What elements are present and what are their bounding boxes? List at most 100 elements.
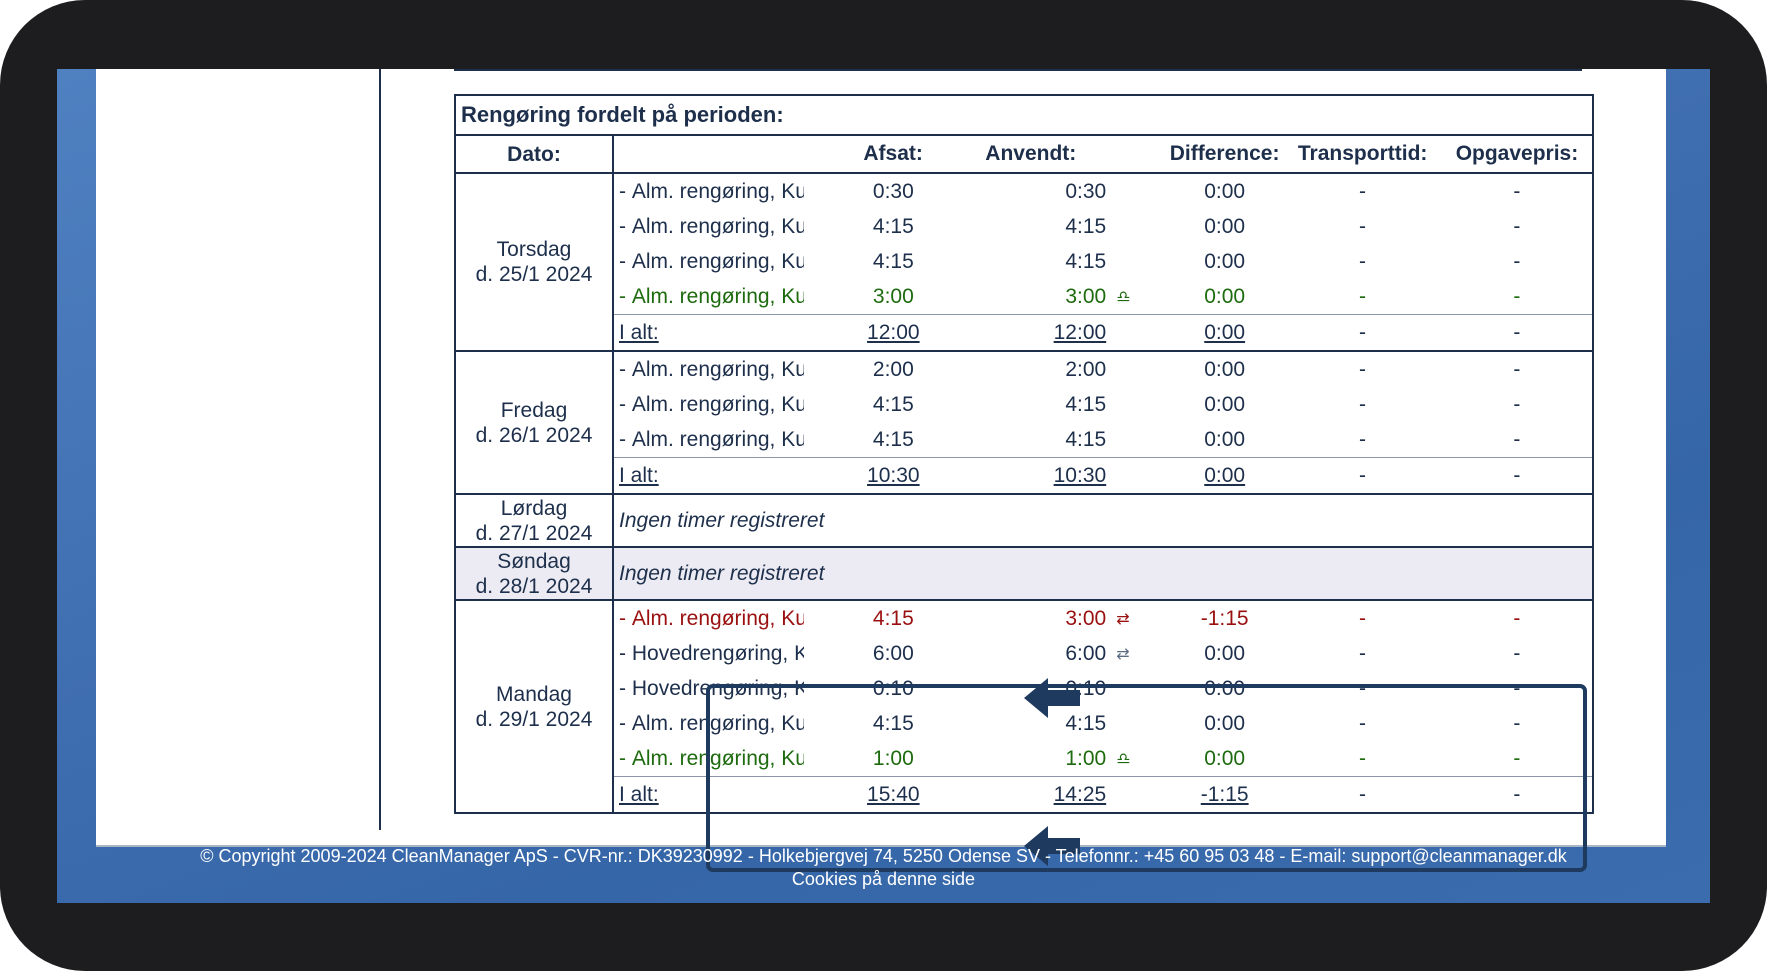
total-afsat[interactable]: 15:40 bbox=[830, 776, 957, 812]
total-afsat[interactable]: 10:30 bbox=[830, 457, 957, 493]
total-difference[interactable]: -1:15 bbox=[1166, 776, 1284, 812]
top-rule bbox=[454, 69, 1582, 71]
header-afsat: Afsat: bbox=[863, 142, 923, 165]
afsat-value: 4:15 bbox=[872, 392, 914, 416]
task-name[interactable]: - Alm. rengøring, Ku bbox=[614, 174, 831, 209]
transport-value: - bbox=[1358, 641, 1366, 665]
total-label[interactable]: I alt: bbox=[614, 314, 831, 350]
day-name: Fredag bbox=[500, 398, 568, 422]
day-date: d. 25/1 2024 bbox=[475, 263, 593, 286]
total-difference[interactable]: 0:00 bbox=[1166, 314, 1284, 350]
total-difference[interactable]: 0:00 bbox=[1166, 457, 1284, 493]
total-anvendt-text[interactable]: 12:00 bbox=[1053, 320, 1107, 344]
task-name[interactable]: - Alm. rengøring, Ku bbox=[614, 741, 831, 777]
bullet-dash: - bbox=[619, 746, 626, 770]
bullet-dash: - bbox=[619, 606, 626, 630]
transport-value: - bbox=[1358, 676, 1366, 700]
footer: © Copyright 2009-2024 CleanManager ApS -… bbox=[57, 845, 1710, 891]
total-afsat-text[interactable]: 10:30 bbox=[867, 463, 920, 487]
total-anvendt[interactable]: 12:00 bbox=[956, 314, 1107, 350]
total-label-text[interactable]: I alt: bbox=[619, 463, 659, 487]
task-row: - Alm. rengøring, Ku 4:15 4:15 0:00 - - bbox=[614, 387, 1592, 422]
task-label[interactable]: Alm. rengøring, Ku bbox=[631, 746, 804, 770]
cleaning-report-table: Rengøring fordelt på perioden: Dato: Afs… bbox=[454, 94, 1594, 814]
total-row: I alt: 12:00 12:00 0:00 - - bbox=[614, 314, 1592, 350]
task-row: - Alm. rengøring, Ku 4:15 3:00 ⇄ -1:15 - - bbox=[614, 601, 1592, 636]
total-label[interactable]: I alt: bbox=[614, 776, 831, 812]
total-afsat[interactable]: 12:00 bbox=[830, 314, 957, 350]
afsat-value: 4:15 bbox=[872, 711, 914, 735]
anvendt-value: 1:00 bbox=[1065, 746, 1107, 770]
footer-cookies-link[interactable]: Cookies på denne side bbox=[791, 869, 976, 889]
task-name[interactable]: - Alm. rengøring, Ku bbox=[614, 387, 831, 422]
day-row: Fredag d. 26/1 2024- Alm. rengøring, Ku 2:… bbox=[454, 350, 1594, 495]
task-label[interactable]: Alm. rengøring, Ku bbox=[631, 249, 804, 273]
task-row: - Hovedrengøring, K 0:10 0:10 0:00 - - bbox=[614, 671, 1592, 706]
task-name[interactable]: - Alm. rengøring, Ku bbox=[614, 352, 831, 387]
task-name[interactable]: - Alm. rengøring, Ku bbox=[614, 279, 831, 315]
icon-slot bbox=[1106, 244, 1166, 279]
task-label[interactable]: Alm. rengøring, Ku bbox=[631, 392, 804, 416]
bullet-dash: - bbox=[619, 641, 626, 665]
task-label[interactable]: Alm. rengøring, Ku bbox=[631, 711, 804, 735]
total-anvendt-text[interactable]: 10:30 bbox=[1053, 463, 1107, 487]
header-transporttid: Transporttid: bbox=[1297, 142, 1428, 165]
total-afsat-text[interactable]: 12:00 bbox=[867, 320, 920, 344]
transport-value: - bbox=[1358, 214, 1366, 238]
task-label[interactable]: Alm. rengøring, Ku bbox=[631, 179, 804, 203]
no-hours-message: Ingen timer registreret bbox=[612, 493, 1594, 548]
price-value: - bbox=[1513, 427, 1521, 451]
day-date-cell: Torsdag d. 25/1 2024 bbox=[454, 172, 614, 352]
total-difference-text[interactable]: 0:00 bbox=[1204, 463, 1246, 487]
total-label-text[interactable]: I alt: bbox=[619, 782, 659, 806]
browser-viewport: Rengøring fordelt på perioden: Dato: Afs… bbox=[57, 69, 1710, 903]
task-name[interactable]: - Alm. rengøring, Ku bbox=[614, 706, 831, 741]
task-name[interactable]: - Hovedrengøring, K bbox=[614, 636, 831, 671]
task-name[interactable]: - Alm. rengøring, Ku bbox=[614, 422, 831, 458]
icon-slot bbox=[1106, 209, 1166, 244]
transport-value: - bbox=[1358, 249, 1366, 273]
task-label[interactable]: Alm. rengøring, Ku bbox=[631, 606, 804, 630]
total-difference-text[interactable]: -1:15 bbox=[1200, 782, 1249, 806]
task-label[interactable]: Hovedrengøring, K bbox=[631, 676, 804, 700]
bullet-dash: - bbox=[619, 179, 626, 203]
transport-value: - bbox=[1358, 746, 1366, 770]
total-anvendt[interactable]: 10:30 bbox=[956, 457, 1107, 493]
anvendt-value: 0:10 bbox=[1065, 676, 1107, 700]
task-name[interactable]: - Hovedrengøring, K bbox=[614, 671, 831, 706]
bullet-dash: - bbox=[619, 357, 626, 381]
total-price-text: - bbox=[1513, 320, 1521, 344]
task-name[interactable]: - Alm. rengøring, Ku bbox=[614, 209, 831, 244]
task-label[interactable]: Alm. rengøring, Ku bbox=[631, 214, 804, 238]
total-difference-text[interactable]: 0:00 bbox=[1204, 320, 1246, 344]
price-value: - bbox=[1513, 641, 1521, 665]
difference-value: 0:00 bbox=[1204, 746, 1246, 770]
total-label-text[interactable]: I alt: bbox=[619, 320, 659, 344]
total-anvendt-text[interactable]: 14:25 bbox=[1053, 782, 1107, 806]
task-name[interactable]: - Alm. rengøring, Ku bbox=[614, 601, 831, 636]
sidebar-divider bbox=[379, 69, 381, 830]
total-label[interactable]: I alt: bbox=[614, 457, 831, 493]
transport-value: - bbox=[1358, 392, 1366, 416]
afsat-value: 4:15 bbox=[872, 427, 914, 451]
icon-slot bbox=[1106, 671, 1166, 706]
price-value: - bbox=[1513, 249, 1521, 273]
task-label[interactable]: Hovedrengøring, K bbox=[631, 641, 804, 665]
total-anvendt[interactable]: 14:25 bbox=[956, 776, 1107, 812]
day-date-cell: Fredag d. 26/1 2024 bbox=[454, 350, 614, 495]
difference-value: 0:00 bbox=[1204, 427, 1246, 451]
anvendt-value: 6:00 bbox=[1065, 641, 1107, 665]
anvendt-value: 4:15 bbox=[1065, 392, 1107, 416]
day-row: Søndag d. 28/1 2024 Ingen timer registrere… bbox=[454, 546, 1594, 601]
difference-value: 0:00 bbox=[1204, 214, 1246, 238]
task-name[interactable]: - Alm. rengøring, Ku bbox=[614, 244, 831, 279]
task-label[interactable]: Alm. rengøring, Ku bbox=[631, 284, 804, 308]
task-label[interactable]: Alm. rengøring, Ku bbox=[631, 357, 804, 381]
anvendt-value: 4:15 bbox=[1065, 214, 1107, 238]
scale-icon: ♎ bbox=[1116, 288, 1131, 306]
total-afsat-text[interactable]: 15:40 bbox=[867, 782, 920, 806]
task-label[interactable]: Alm. rengøring, Ku bbox=[631, 427, 804, 451]
afsat-value: 1:00 bbox=[872, 746, 914, 770]
task-row: - Hovedrengøring, K 6:00 6:00 ⇄ 0:00 - - bbox=[614, 636, 1592, 671]
